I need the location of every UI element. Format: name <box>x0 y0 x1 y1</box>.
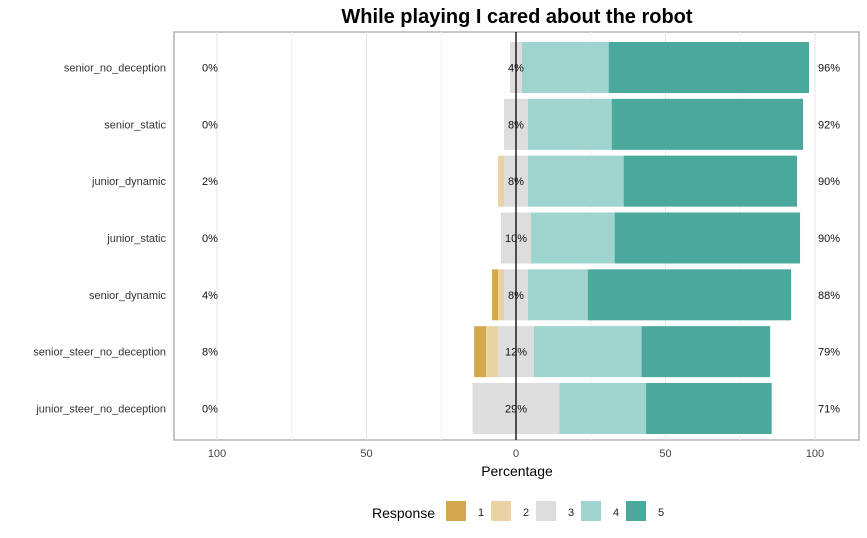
x-tick-label: 100 <box>806 448 824 460</box>
low-percent-label: 4% <box>202 290 218 302</box>
bar-segment-4 <box>527 269 588 321</box>
legend-label: 4 <box>613 507 619 519</box>
legend-swatch-5 <box>626 501 646 521</box>
low-percent-label: 2% <box>202 176 218 188</box>
high-percent-label: 79% <box>818 347 840 359</box>
bar-segment-4 <box>559 382 647 434</box>
bar-segment-4 <box>530 212 615 264</box>
legend-label: 1 <box>478 507 484 519</box>
category-label: senior_static <box>104 119 166 131</box>
bar-segment-4 <box>527 98 612 150</box>
category-label: senior_no_deception <box>64 63 166 75</box>
high-percent-label: 71% <box>818 403 840 415</box>
bar-segment-4 <box>521 42 609 93</box>
high-percent-label: 88% <box>818 290 840 302</box>
bar-segment-2 <box>486 326 499 378</box>
bar-segment-5 <box>646 382 772 434</box>
category-label: senior_dynamic <box>89 290 167 302</box>
chart-title: While playing I cared about the robot <box>341 6 692 28</box>
category-label: junior_steer_no_deception <box>35 403 166 415</box>
legend-swatch-1 <box>446 501 466 521</box>
x-tick-label: 50 <box>360 448 372 460</box>
bar-segment-4 <box>533 326 642 378</box>
bar-segment-2 <box>498 269 505 321</box>
neutral-percent-label: 10% <box>505 233 527 245</box>
labels: senior_no_deception 0% 4% 96% senior_static 0… <box>33 63 840 416</box>
low-percent-label: 8% <box>202 347 218 359</box>
x-tick-label: 50 <box>659 448 671 460</box>
low-percent-label: 0% <box>202 233 218 245</box>
legend-label: 2 <box>523 507 529 519</box>
neutral-percent-label: 29% <box>505 403 527 415</box>
bar-segment-2 <box>498 155 505 207</box>
legend-label: 5 <box>658 507 664 519</box>
neutral-percent-label: 12% <box>505 347 527 359</box>
bar-segment-5 <box>587 269 792 321</box>
legend-swatch-2 <box>491 501 511 521</box>
x-axis-title: Percentage <box>481 463 553 479</box>
x-tick-label: 100 <box>208 448 226 460</box>
bar-segment-1 <box>492 269 499 321</box>
bar-segment-5 <box>641 326 771 378</box>
legend-swatch-3 <box>536 501 556 521</box>
bar-segment-5 <box>608 42 810 93</box>
neutral-percent-label: 8% <box>508 176 524 188</box>
x-ticks: 100 50 0 50 100 <box>208 448 824 460</box>
neutral-percent-label: 4% <box>508 63 524 75</box>
category-label: junior_dynamic <box>91 176 166 188</box>
high-percent-label: 90% <box>818 233 840 245</box>
bar-segment-5 <box>614 212 801 264</box>
legend-title: Response <box>372 505 435 521</box>
bar-segment-5 <box>611 98 804 150</box>
bar-segment-4 <box>527 155 624 207</box>
low-percent-label: 0% <box>202 403 218 415</box>
legend-swatch-4 <box>581 501 601 521</box>
high-percent-label: 96% <box>818 63 840 75</box>
bar-segment-5 <box>623 155 798 207</box>
low-percent-label: 0% <box>202 119 218 131</box>
neutral-percent-label: 8% <box>508 290 524 302</box>
x-tick-label: 0 <box>513 448 519 460</box>
legend: Response 1 2 3 4 5 <box>372 501 664 521</box>
category-label: junior_static <box>106 233 166 245</box>
high-percent-label: 92% <box>818 119 840 131</box>
legend-label: 3 <box>568 507 574 519</box>
bar-segment-1 <box>474 326 487 378</box>
neutral-percent-label: 8% <box>508 119 524 131</box>
low-percent-label: 0% <box>202 63 218 75</box>
category-label: senior_steer_no_deception <box>33 347 166 359</box>
high-percent-label: 90% <box>818 176 840 188</box>
